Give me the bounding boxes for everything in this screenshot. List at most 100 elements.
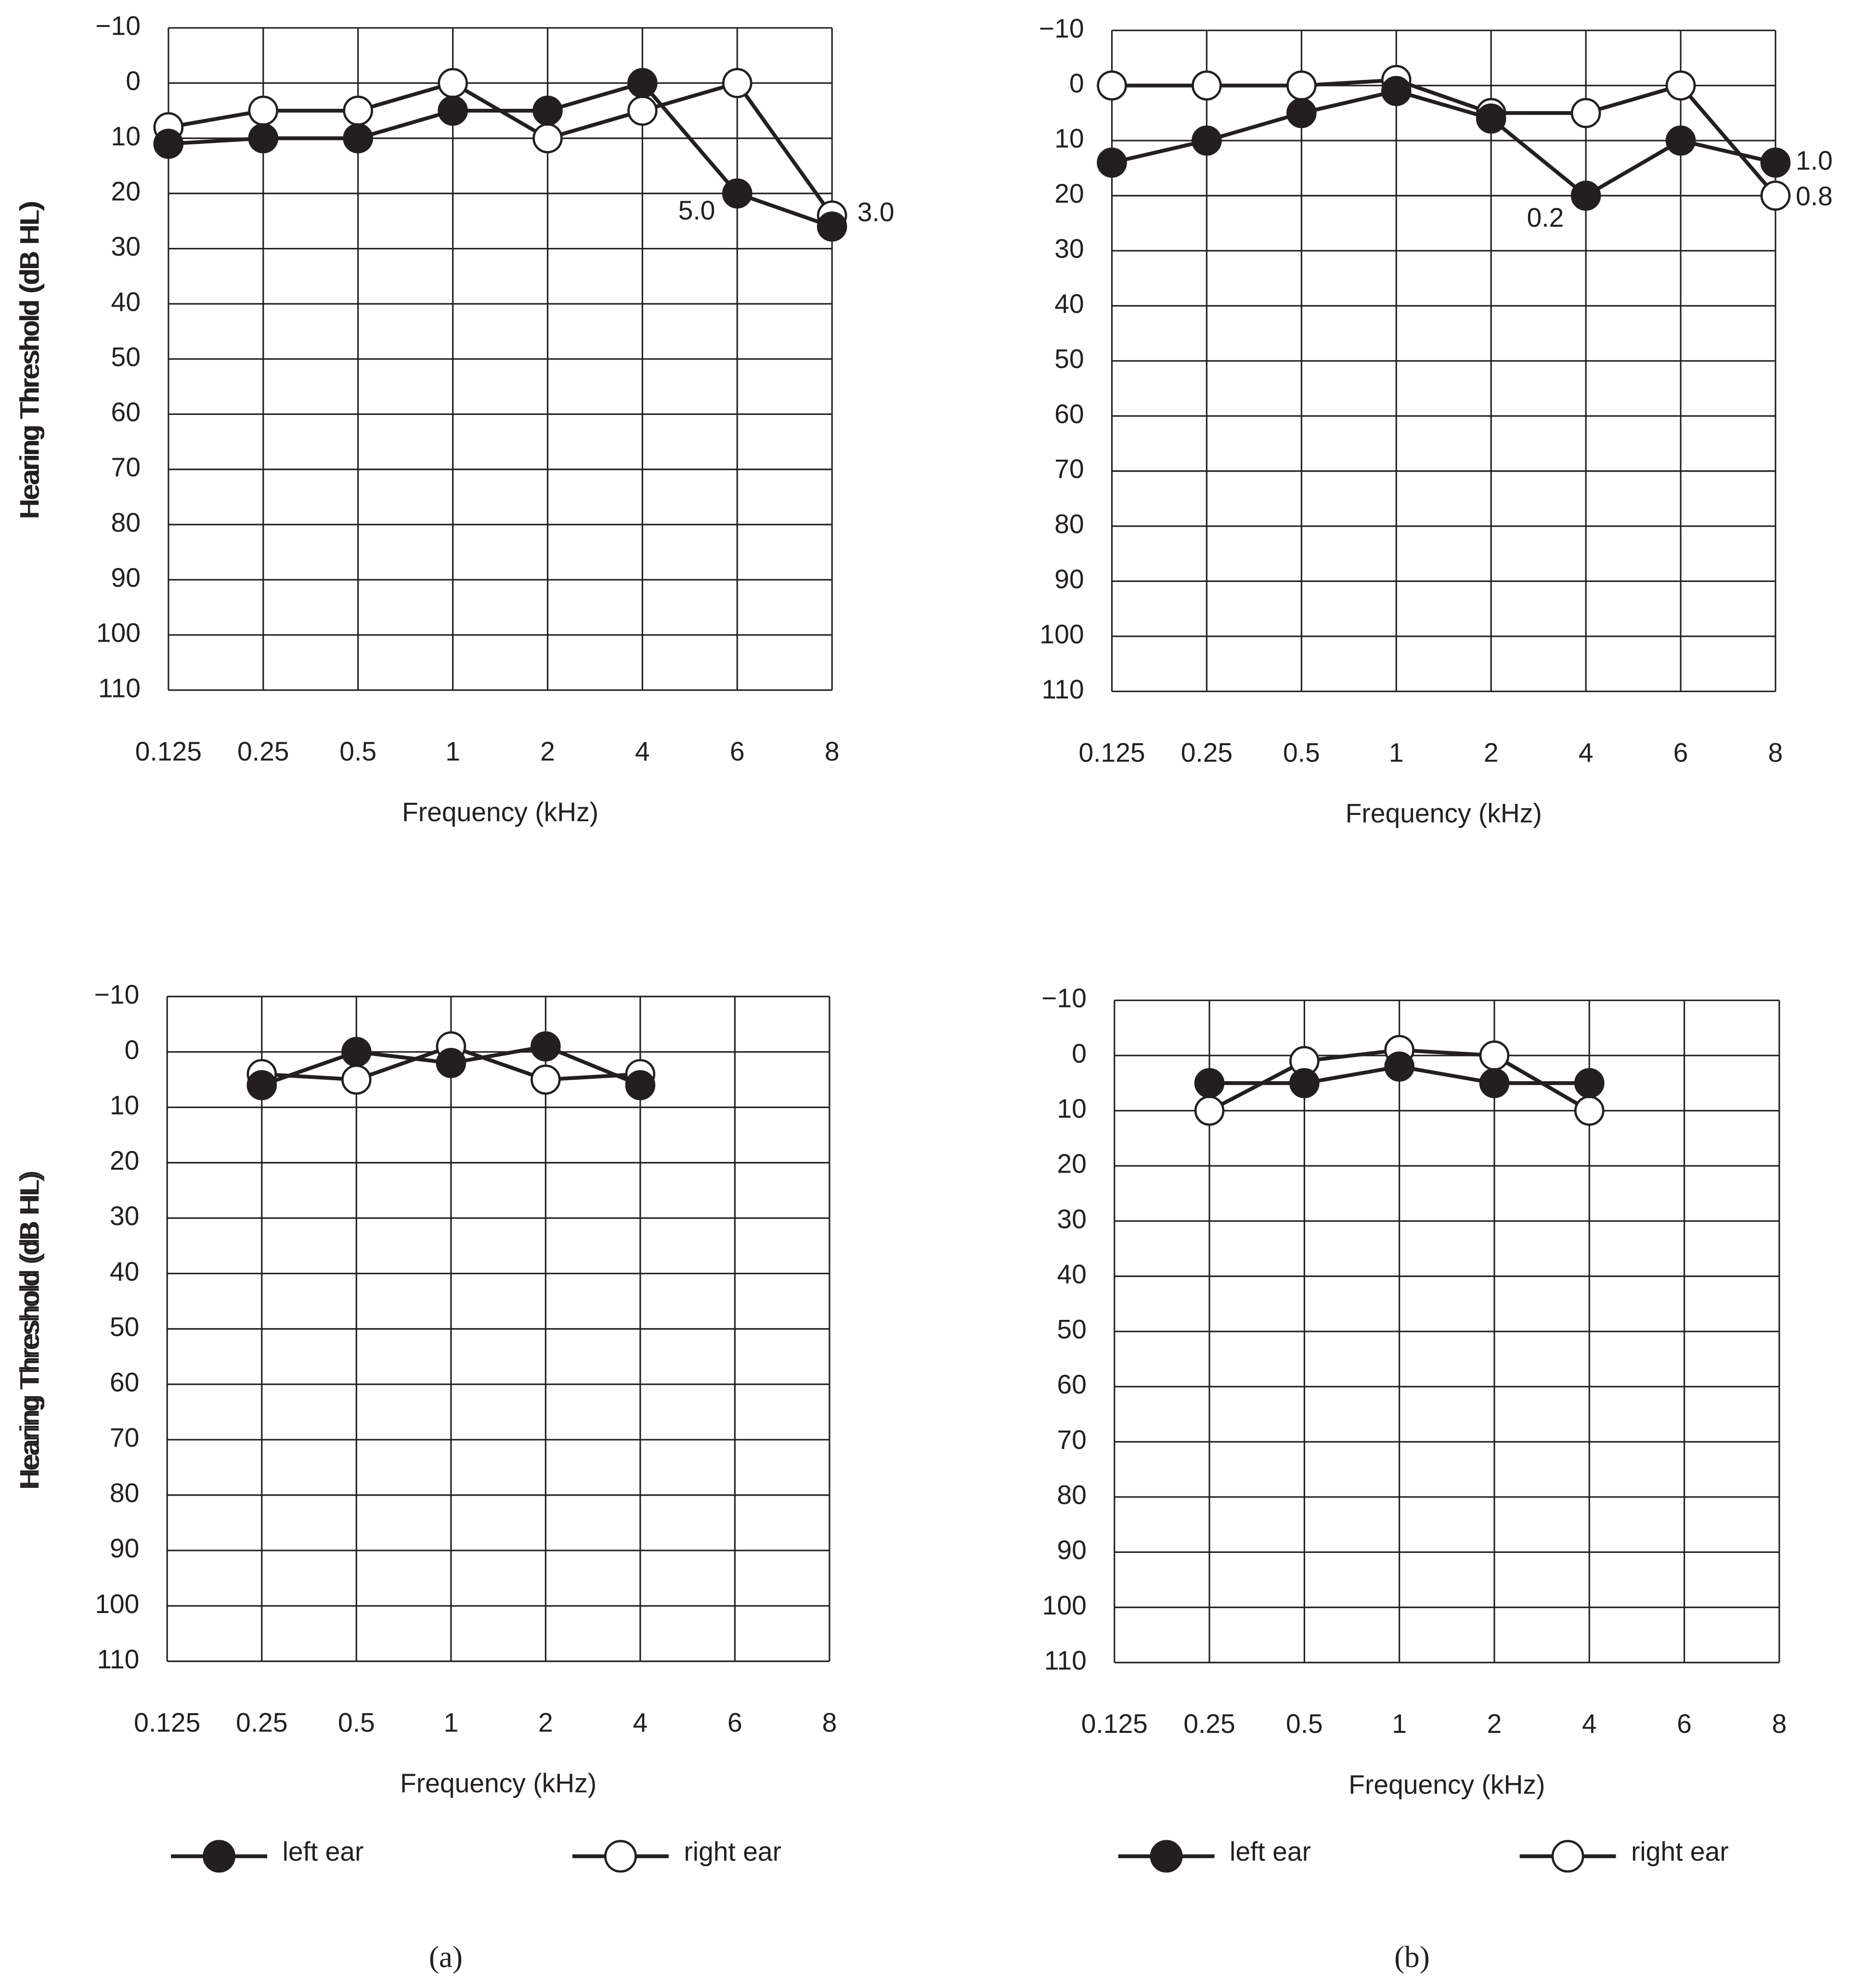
annotation: 0.2: [1527, 203, 1564, 232]
y-tick-label: 70: [111, 452, 141, 482]
x-tick-label: 0.5: [338, 1707, 375, 1737]
y-tick-label: 30: [111, 232, 141, 261]
data-point: [1192, 70, 1222, 101]
y-tick-label: 60: [110, 1367, 139, 1397]
y-tick-label: 80: [110, 1478, 139, 1508]
x-tick-label: 2: [538, 1707, 553, 1737]
y-tick-label: 100: [95, 1589, 139, 1619]
x-tick-label: 8: [1772, 1709, 1787, 1739]
y-tick-label: 90: [1057, 1535, 1087, 1565]
data-point: [531, 1064, 561, 1095]
panel-label: (b): [1394, 1940, 1430, 1974]
y-tick-label: 90: [1054, 564, 1084, 594]
y-tick-label: 60: [111, 397, 141, 427]
data-point: [343, 95, 373, 126]
y-tick-label: 50: [110, 1312, 139, 1342]
x-tick-label: 0.125: [1081, 1709, 1148, 1739]
data-point: [1760, 181, 1791, 211]
y-tick-label: 50: [1054, 344, 1084, 374]
y-tick-label: 0: [1072, 1038, 1087, 1068]
y-tick-label: 0: [1069, 68, 1084, 98]
panel-label: (a): [429, 1940, 463, 1974]
data-point: [1097, 70, 1127, 101]
y-tick-label: 30: [1054, 234, 1084, 264]
y-tick-label: 40: [110, 1256, 139, 1286]
y-tick-label: 30: [1057, 1204, 1087, 1234]
y-tick-label: 60: [1054, 399, 1084, 429]
y-tick-label: 20: [111, 176, 141, 206]
y-axis-title: Hearing Threshold (dB HL): [14, 1170, 44, 1487]
legend-marker: [203, 1840, 236, 1873]
data-point: [531, 1031, 561, 1062]
y-tick-label: 40: [1054, 289, 1084, 319]
y-tick-label: 80: [1054, 509, 1084, 539]
x-tick-label: 0.25: [236, 1707, 287, 1737]
x-tick-label: 4: [635, 736, 650, 766]
data-point: [153, 129, 184, 159]
legend-label: left ear: [1230, 1837, 1311, 1867]
data-point: [1476, 103, 1506, 134]
x-axis-title: Frequency (kHz): [400, 1769, 596, 1798]
y-tick-label: −10: [94, 980, 140, 1009]
y-tick-label: 70: [1054, 454, 1084, 484]
x-tick-label: 8: [1768, 737, 1783, 767]
x-tick-label: 0.25: [1181, 737, 1232, 767]
x-tick-label: 1: [445, 736, 460, 766]
data-point: [1479, 1068, 1510, 1098]
y-axis-title: Hearing Threshold (dB HL): [14, 202, 44, 519]
y-tick-label: −10: [1039, 13, 1084, 43]
series-line: [1111, 89, 1776, 198]
data-point: [1384, 1051, 1414, 1082]
y-tick-label: 80: [1057, 1480, 1087, 1510]
y-tick-label: 30: [110, 1201, 139, 1231]
y-tick-label: 40: [1057, 1259, 1087, 1289]
data-point: [1194, 1068, 1225, 1098]
annotation: 5.0: [678, 195, 715, 225]
y-tick-label: 20: [1057, 1149, 1087, 1179]
x-tick-label: 2: [1487, 1709, 1502, 1739]
y-tick-label: 70: [110, 1423, 139, 1453]
annotation: 1.0: [1796, 145, 1833, 175]
data-point: [532, 123, 563, 154]
x-tick-label: 8: [822, 1707, 837, 1737]
data-point: [1289, 1068, 1320, 1098]
data-point: [248, 123, 279, 154]
x-tick-label: 0.25: [237, 736, 289, 766]
series-line: [168, 81, 833, 229]
y-tick-label: 20: [110, 1146, 139, 1175]
x-tick-label: 4: [1582, 1709, 1597, 1739]
x-tick-label: 2: [540, 736, 555, 766]
y-tick-label: 0: [125, 1035, 140, 1065]
y-tick-label: 110: [98, 673, 141, 703]
x-axis-title: Frequency (kHz): [402, 797, 598, 827]
x-axis-title: Frequency (kHz): [1346, 799, 1542, 828]
data-point: [341, 1064, 372, 1095]
legend-label: left ear: [283, 1837, 364, 1867]
y-tick-label: 110: [97, 1644, 139, 1674]
y-tick-label: 100: [1042, 1590, 1087, 1620]
x-tick-label: 4: [633, 1707, 648, 1737]
data-point: [1286, 70, 1317, 101]
x-tick-label: 0.125: [134, 1707, 200, 1737]
legend-marker: [1150, 1840, 1183, 1873]
y-axis-title: Hearing Threshold (dB HL): [14, 200, 44, 517]
y-tick-label: 100: [96, 618, 141, 648]
data-point: [246, 1070, 277, 1100]
data-point: [1665, 125, 1696, 156]
x-tick-label: 6: [727, 1707, 742, 1737]
annotation: 0.8: [1796, 181, 1833, 211]
y-tick-label: 50: [1057, 1315, 1087, 1344]
y-tick-label: 10: [1054, 124, 1084, 154]
data-point: [817, 211, 847, 242]
y-tick-label: 60: [1057, 1369, 1087, 1399]
x-tick-label: 6: [730, 736, 745, 766]
annotation: 3.0: [857, 197, 895, 227]
data-point: [1479, 1040, 1510, 1071]
data-point: [248, 95, 279, 126]
data-point: [1574, 1068, 1605, 1098]
legend-label: right ear: [684, 1837, 781, 1867]
data-point: [1194, 1096, 1225, 1126]
y-tick-label: 10: [111, 121, 141, 151]
x-tick-label: 6: [1673, 737, 1688, 767]
